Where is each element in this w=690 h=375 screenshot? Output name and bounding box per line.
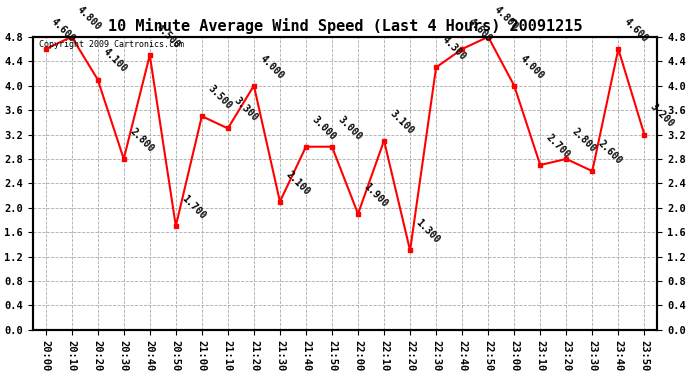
Text: 4.500: 4.500 <box>154 22 181 50</box>
Text: 4.100: 4.100 <box>101 47 130 75</box>
Text: 4.600: 4.600 <box>466 16 494 44</box>
Text: 2.800: 2.800 <box>570 126 598 154</box>
Text: 3.100: 3.100 <box>388 108 416 136</box>
Text: 4.000: 4.000 <box>518 53 546 81</box>
Text: 4.800: 4.800 <box>76 4 104 32</box>
Text: 1.700: 1.700 <box>179 194 208 221</box>
Text: 4.800: 4.800 <box>492 4 520 32</box>
Text: 3.500: 3.500 <box>206 84 234 111</box>
Text: 2.700: 2.700 <box>544 132 572 160</box>
Text: 2.800: 2.800 <box>128 126 155 154</box>
Text: 3.200: 3.200 <box>648 102 676 130</box>
Text: 3.000: 3.000 <box>336 114 364 142</box>
Text: Copyright 2009 Cartronics.com: Copyright 2009 Cartronics.com <box>39 40 184 49</box>
Text: 4.600: 4.600 <box>50 16 77 44</box>
Text: 3.000: 3.000 <box>310 114 337 142</box>
Text: 4.600: 4.600 <box>622 16 650 44</box>
Text: 4.300: 4.300 <box>440 34 468 63</box>
Text: 3.300: 3.300 <box>232 96 259 123</box>
Title: 10 Minute Average Wind Speed (Last 4 Hours) 20091215: 10 Minute Average Wind Speed (Last 4 Hou… <box>108 18 582 34</box>
Text: 1.300: 1.300 <box>414 218 442 246</box>
Text: 2.600: 2.600 <box>596 138 624 166</box>
Text: 1.900: 1.900 <box>362 181 390 209</box>
Text: 4.000: 4.000 <box>258 53 286 81</box>
Text: 2.100: 2.100 <box>284 169 312 197</box>
